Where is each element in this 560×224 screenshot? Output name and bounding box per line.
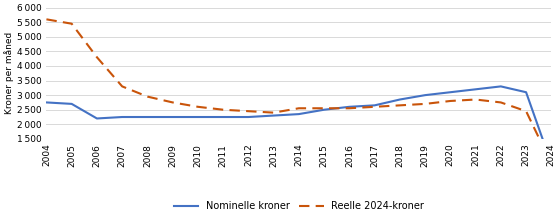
Reelle 2024-kroner: [43, 18, 50, 21]
Nominelle kroner: [472, 88, 479, 91]
Nominelle kroner: [346, 106, 353, 108]
Nominelle kroner: [245, 116, 252, 118]
Reelle 2024-kroner: [371, 106, 378, 108]
Nominelle kroner: [270, 114, 277, 117]
Reelle 2024-kroner: [245, 110, 252, 112]
Nominelle kroner: [119, 116, 125, 118]
Nominelle kroner: [43, 101, 50, 104]
Reelle 2024-kroner: [346, 107, 353, 110]
Nominelle kroner: [497, 85, 504, 88]
Reelle 2024-kroner: [422, 103, 428, 105]
Reelle 2024-kroner: [194, 106, 201, 108]
Nominelle kroner: [296, 113, 302, 115]
Nominelle kroner: [447, 91, 454, 94]
Reelle 2024-kroner: [548, 162, 555, 165]
Reelle 2024-kroner: [144, 95, 151, 98]
Nominelle kroner: [422, 94, 428, 97]
Nominelle kroner: [144, 116, 151, 118]
Reelle 2024-kroner: [296, 107, 302, 110]
Nominelle kroner: [194, 116, 201, 118]
Nominelle kroner: [94, 117, 100, 120]
Reelle 2024-kroner: [522, 110, 529, 112]
Nominelle kroner: [396, 98, 403, 101]
Nominelle kroner: [371, 104, 378, 107]
Reelle 2024-kroner: [169, 101, 176, 104]
Nominelle kroner: [321, 108, 328, 111]
Reelle 2024-kroner: [321, 107, 328, 110]
Reelle 2024-kroner: [270, 111, 277, 114]
Reelle 2024-kroner: [68, 22, 75, 25]
Line: Reelle 2024-kroner: Reelle 2024-kroner: [46, 19, 552, 164]
Nominelle kroner: [220, 116, 226, 118]
Y-axis label: Kroner per måned: Kroner per måned: [4, 32, 14, 114]
Reelle 2024-kroner: [497, 101, 504, 104]
Line: Nominelle kroner: Nominelle kroner: [46, 86, 552, 164]
Reelle 2024-kroner: [396, 104, 403, 107]
Legend: Nominelle kroner, Reelle 2024-kroner: Nominelle kroner, Reelle 2024-kroner: [170, 198, 428, 215]
Nominelle kroner: [68, 103, 75, 105]
Reelle 2024-kroner: [220, 108, 226, 111]
Reelle 2024-kroner: [447, 100, 454, 102]
Nominelle kroner: [548, 162, 555, 165]
Reelle 2024-kroner: [94, 56, 100, 59]
Reelle 2024-kroner: [119, 85, 125, 88]
Nominelle kroner: [522, 91, 529, 94]
Reelle 2024-kroner: [472, 98, 479, 101]
Nominelle kroner: [169, 116, 176, 118]
